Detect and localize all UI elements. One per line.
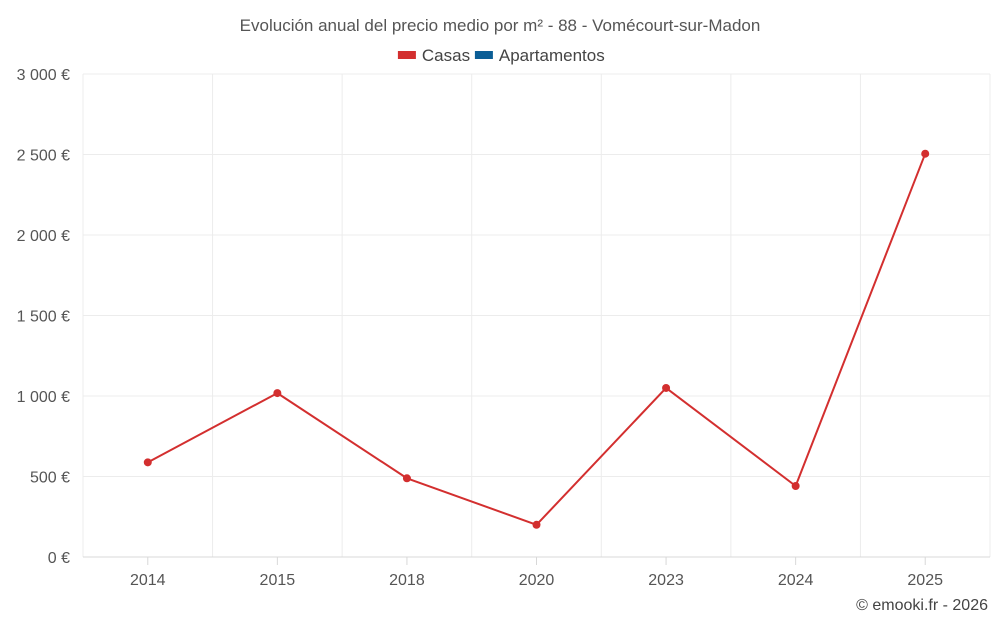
y-tick-label: 2 500 € <box>17 148 70 165</box>
data-point[interactable] <box>402 474 411 483</box>
chart-grid <box>82 73 991 557</box>
legend-label-0: Casas <box>422 46 470 65</box>
legend-swatch-0 <box>397 51 416 59</box>
legend-swatch-1 <box>474 51 493 59</box>
y-tick-label: 3 000 € <box>17 67 70 84</box>
data-point[interactable] <box>921 149 930 158</box>
x-axis: 2014 2015 2018 2020 2023 2024 2025 <box>83 556 990 589</box>
data-point[interactable] <box>273 389 282 398</box>
x-tick-label: 2020 <box>519 572 555 589</box>
x-tick-label: 2023 <box>648 572 684 589</box>
y-tick-label: 1 500 € <box>17 309 70 326</box>
data-point[interactable] <box>532 520 541 529</box>
series-line-0 <box>147 153 927 526</box>
legend-label-1: Apartamentos <box>499 46 605 65</box>
y-tick-label: 500 € <box>30 470 70 487</box>
y-tick-label: 0 € <box>48 550 70 567</box>
x-tick-label: 2024 <box>778 572 814 589</box>
x-tick-label: 2018 <box>389 572 425 589</box>
x-tick-label: 2014 <box>130 572 166 589</box>
y-tick-label: 1 000 € <box>17 389 70 406</box>
data-point[interactable] <box>143 458 152 467</box>
x-tick-label: 2015 <box>260 572 296 589</box>
credit-text: © emooki.fr - 2026 <box>856 597 988 614</box>
y-tick-label: 2 000 € <box>17 228 70 245</box>
data-point[interactable] <box>662 383 671 392</box>
y-axis: 0 € 500 € 1 000 € 1 500 € 2 000 € 2 500 € 3 00… <box>17 67 70 567</box>
chart-title: Evolución anual del precio medio por m² … <box>240 16 761 35</box>
x-tick-label: 2025 <box>907 572 943 589</box>
chart-series <box>143 149 930 529</box>
data-point[interactable] <box>791 481 800 490</box>
chart-legend: Casas Apartamentos <box>397 46 605 65</box>
